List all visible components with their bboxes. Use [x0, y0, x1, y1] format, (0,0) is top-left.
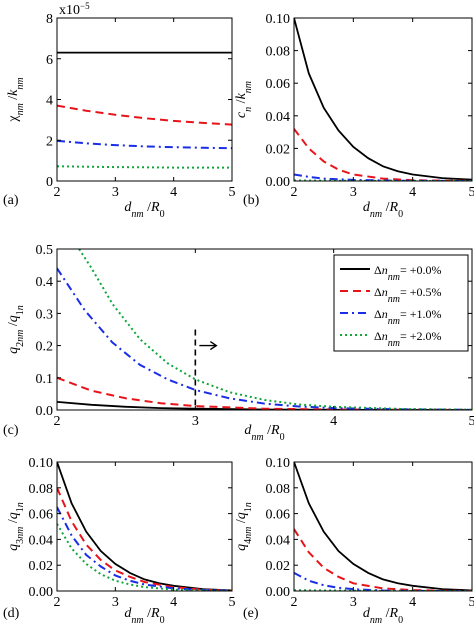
x-tick-label: 5: [469, 185, 474, 200]
y-scale-note: x10−5: [59, 1, 90, 18]
series-line-dashdot: [57, 139, 232, 150]
y-tick-label: 6: [46, 53, 53, 68]
x-axis-label: dnm /R0: [363, 606, 403, 626]
plot-frame: [56, 17, 233, 182]
x-tick-label: 5: [229, 595, 236, 610]
chart-panel-d: 2 3 4 5 0.00 0.02 0.04 0.06 0.08 0.10 dnm /R0 q3nm …: [3, 456, 236, 626]
series-line-dotted: [57, 523, 232, 591]
y-tick-label: 0.02: [29, 559, 54, 574]
y-tick-label: 4: [46, 94, 53, 109]
series-line-dashdot: [57, 267, 472, 410]
x-tick-label: 2: [54, 414, 61, 429]
chart-panel-b: 2 3 4 5 0.00 0.02 0.04 0.06 0.08 0.10 dnm /R0 cn /k…: [234, 12, 474, 220]
y-tick-label: 0.2: [36, 340, 54, 355]
x-tick-label: 5: [469, 414, 474, 429]
plot-frame: [56, 461, 233, 592]
y-tick-label: 0.08: [266, 482, 291, 497]
x-tick-label: 2: [291, 185, 298, 200]
series-line-dashed: [57, 104, 232, 126]
x-axis-label: dnm /R0: [363, 200, 403, 220]
legend-entry-label: Δnnm= +0.0%: [374, 263, 441, 283]
series-line-dashed: [294, 528, 472, 591]
legend-entry-label: Δnnm= +1.0%: [374, 307, 441, 327]
y-tick-label: 0: [46, 175, 53, 190]
x-tick-label: 2: [291, 595, 298, 610]
y-tick-label: 0.06: [266, 77, 291, 92]
x-tick-label: 3: [112, 595, 119, 610]
series-line-solid: [294, 462, 472, 591]
panel-label: (c): [3, 423, 19, 438]
y-axis-label: q3nm /q1n: [6, 502, 26, 551]
series-line-solid: [294, 18, 472, 181]
x-tick-label: 4: [170, 185, 177, 200]
legend-entry-label: Δnnm= +2.0%: [374, 329, 441, 349]
panel-label: (e): [243, 606, 259, 621]
series-line-dashdot: [57, 506, 232, 591]
series-line-dashed: [57, 487, 232, 591]
y-tick-label: 0.02: [266, 142, 291, 157]
series-line-dashdot: [294, 572, 472, 591]
y-axis-label: cn /knm: [234, 81, 254, 118]
x-tick-label: 4: [409, 595, 416, 610]
y-tick-label: 2: [46, 134, 53, 149]
y-axis-label: q4nm /q1n: [234, 502, 254, 551]
plot-frame: [56, 248, 473, 411]
x-tick-label: 3: [192, 414, 199, 429]
y-axis-label: q2nm /q1n: [6, 305, 26, 354]
y-tick-label: 0.0: [36, 404, 54, 419]
y-tick-label: 0.00: [266, 585, 291, 600]
y-tick-label: 0.02: [266, 559, 291, 574]
y-tick-label: 0.00: [29, 585, 54, 600]
chart-panel-c: 2 3 4 5 0.0 0.1 0.2 0.3 0.4 0.5 dnm /R0 q2nm /q1n (c…: [3, 243, 474, 443]
y-tick-label: 0.04: [29, 533, 54, 548]
panel-label: (b): [243, 193, 260, 208]
y-tick-label: 0.06: [266, 508, 291, 523]
x-tick-label: 3: [350, 595, 357, 610]
legend-entry-label: Δnnm= +0.5%: [374, 285, 441, 305]
y-tick-label: 0.10: [266, 456, 291, 471]
series-line-dotted: [57, 165, 232, 169]
chart-panel-e: 2 3 4 5 0.00 0.02 0.04 0.06 0.08 0.10 dnm /R0 q4nm …: [234, 456, 474, 626]
y-tick-label: 0.4: [36, 275, 54, 290]
x-tick-label: 4: [170, 595, 177, 610]
legend: Δnnm= +0.0%Δnnm= +0.5%Δnnm= +1.0%Δnnm= +…: [333, 254, 469, 352]
x-axis-label: dnm /R0: [124, 200, 164, 220]
x-axis-label: dnm /R0: [124, 606, 164, 626]
y-tick-label: 0.10: [29, 456, 54, 471]
x-tick-label: 2: [54, 595, 61, 610]
panel-label: (d): [3, 606, 20, 621]
y-tick-label: 0.04: [266, 533, 291, 548]
y-tick-label: 0.08: [29, 482, 54, 497]
x-axis-label: dnm /R0: [244, 423, 284, 443]
series-line-dashed: [294, 128, 472, 181]
y-tick-label: 0.10: [266, 12, 291, 27]
x-tick-label: 4: [330, 414, 337, 429]
series-line-dotted: [78, 249, 472, 410]
threshold-arrow-head: [209, 341, 218, 351]
x-tick-label: 4: [409, 185, 416, 200]
legend-box: [333, 254, 469, 352]
y-axis-label: χnm /knm: [6, 77, 26, 122]
x-tick-label: 5: [229, 185, 236, 200]
plot-frame: [293, 461, 473, 592]
y-tick-label: 0.1: [36, 372, 54, 387]
series-line-solid: [57, 462, 232, 591]
y-tick-label: 0.3: [36, 307, 54, 322]
x-tick-label: 3: [350, 185, 357, 200]
y-tick-label: 8: [46, 12, 53, 27]
y-tick-label: 0.5: [36, 243, 54, 258]
series-line-dashed: [57, 376, 472, 410]
panel-label: (a): [3, 193, 19, 208]
y-tick-label: 0.00: [266, 175, 291, 190]
y-tick-label: 0.08: [266, 45, 291, 60]
x-tick-label: 3: [112, 185, 119, 200]
x-tick-label: 5: [469, 595, 474, 610]
y-tick-label: 0.04: [266, 110, 291, 125]
y-tick-label: 0.06: [29, 508, 54, 523]
x-tick-label: 2: [54, 185, 61, 200]
plot-frame: [293, 17, 473, 182]
